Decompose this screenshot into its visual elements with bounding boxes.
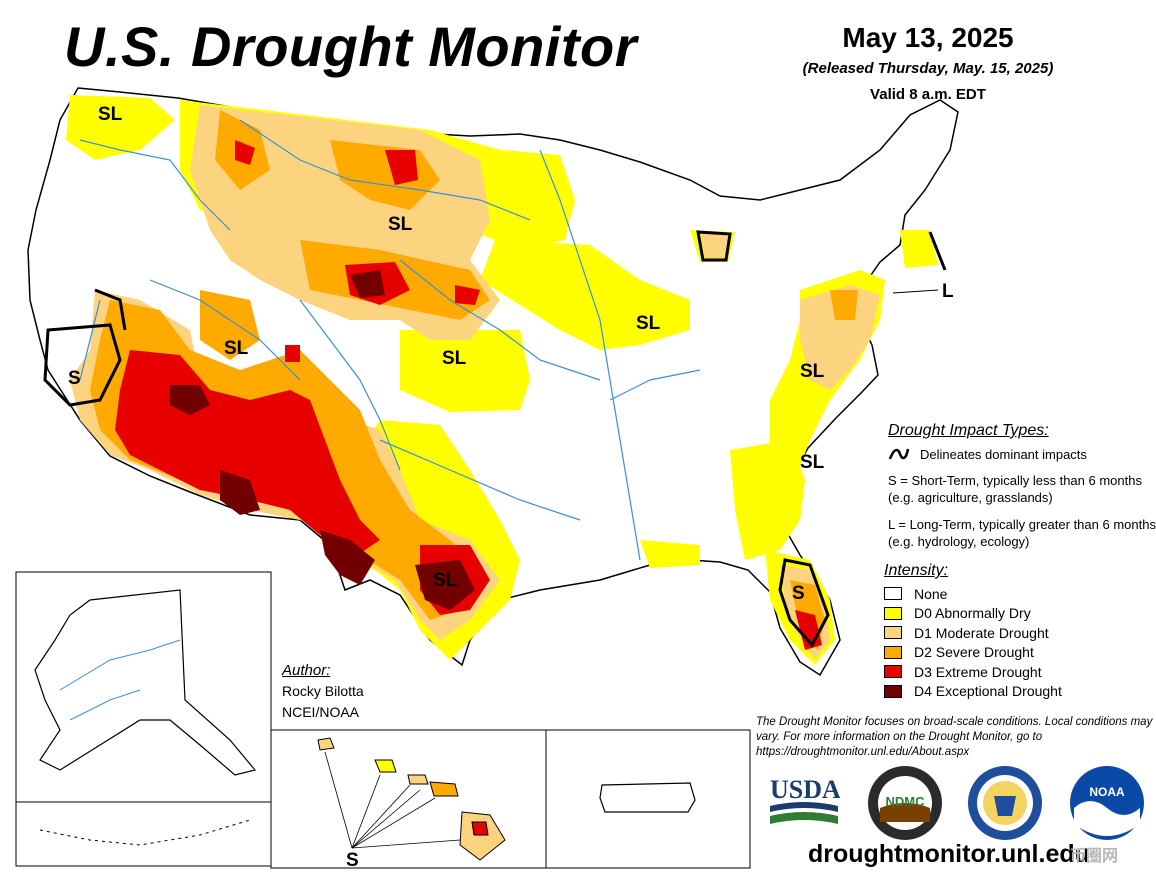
- info-note: The Drought Monitor focuses on broad-sca…: [756, 716, 1153, 758]
- intensity-item: D2 Severe Drought: [884, 643, 1062, 663]
- leader-line: [892, 289, 939, 294]
- puerto-rico-shape: [599, 782, 696, 813]
- intensity-swatch: [884, 665, 902, 679]
- intensity-item: D4 Exceptional Drought: [884, 682, 1062, 702]
- intensity-swatch: [884, 606, 902, 620]
- intensity-swatch: [884, 587, 902, 601]
- intensity-item: D1 Moderate Drought: [884, 623, 1062, 643]
- rivers: [79, 119, 701, 561]
- delineates-row: Delineates dominant impacts: [888, 446, 1156, 462]
- label-sl-pacnw: SL: [98, 104, 123, 125]
- website-link[interactable]: droughtmonitor.unl.edu: [808, 840, 1090, 868]
- watermark: 币圈网: [1070, 848, 1119, 865]
- intensity-label: D1 Moderate Drought: [914, 624, 1049, 641]
- label-sl-virginia: SL: [800, 361, 825, 382]
- impact-types-legend: Drought Impact Types: Delineates dominan…: [888, 422, 1156, 560]
- intensity-label: D3 Extreme Drought: [914, 663, 1042, 680]
- long-term-definition: L = Long-Term, typically greater than 6 …: [888, 517, 1156, 549]
- ndmc-logo: NDMC: [868, 766, 942, 840]
- impact-line-icon: [888, 448, 910, 460]
- author-heading: Author:: [282, 662, 331, 679]
- label-sl-kansas: SL: [442, 348, 467, 369]
- intensity-item: D3 Extreme Drought: [884, 662, 1062, 682]
- map-title: U.S. Drought Monitor: [64, 15, 638, 78]
- author-org: NCEI/NOAA: [282, 704, 360, 720]
- alaska-shape: [34, 589, 257, 776]
- intensity-swatch: [884, 684, 902, 698]
- valid-time: Valid 8 a.m. EDT: [870, 86, 986, 103]
- aleutian-inset-frame: [15, 801, 272, 867]
- intensity-swatch: [884, 626, 902, 640]
- intensity-item: D0 Abnormally Dry: [884, 604, 1062, 624]
- author-name: Rocky Bilotta: [282, 683, 364, 699]
- short-term-definition: S = Short-Term, typically less than 6 mo…: [888, 473, 1142, 505]
- delineates-label: Delineates dominant impacts: [920, 446, 1087, 462]
- svg-text:USDA: USDA: [770, 775, 840, 804]
- intensity-items: None D0 Abnormally Dry D1 Moderate Drought…: [884, 584, 1062, 701]
- intensity-label: None: [914, 585, 948, 602]
- label-sl-texas: SL: [433, 570, 458, 591]
- label-s-california: S: [68, 368, 81, 389]
- label-s-florida: S: [792, 583, 805, 604]
- intensity-label: D0 Abnormally Dry: [914, 605, 1031, 622]
- intensity-heading: Intensity:: [884, 562, 949, 579]
- alaska-rivers: [59, 639, 181, 721]
- svg-text:NOAA: NOAA: [1089, 785, 1125, 799]
- release-date: (Released Thursday, May. 15, 2025): [802, 60, 1054, 77]
- impact-boundaries: [43, 230, 947, 648]
- label-sl-montana: SL: [388, 214, 413, 235]
- intensity-label: D4 Exceptional Drought: [914, 683, 1062, 700]
- hawaii-inset-frame: [270, 729, 547, 869]
- label-sl-carolina: SL: [800, 452, 825, 473]
- author-block: Author: Rocky Bilotta NCEI/NOAA: [282, 660, 364, 723]
- label-sl-utah: SL: [224, 338, 249, 359]
- usda-logo: USDA: [770, 775, 840, 824]
- hawaii-leader-lines: [324, 751, 461, 849]
- commerce-seal-logo: [968, 766, 1042, 840]
- d4-areas: [170, 270, 475, 610]
- intensity-item: None: [884, 584, 1062, 604]
- intensity-legend: Intensity: None D0 Abnormally Dry D1 Moder…: [884, 562, 1062, 701]
- intensity-label: D2 Severe Drought: [914, 644, 1034, 661]
- label-l-newengland: L: [942, 281, 954, 302]
- hawaii-islands: [317, 737, 506, 861]
- map-date: May 13, 2025: [842, 22, 1014, 53]
- label-s-hawaii: S: [346, 850, 359, 871]
- label-sl-illinois: SL: [636, 313, 661, 334]
- svg-text:NDMC: NDMC: [886, 794, 926, 809]
- intensity-swatch: [884, 645, 902, 659]
- impact-types-heading: Drought Impact Types:: [888, 422, 1049, 439]
- noaa-logo: NOAA: [1070, 766, 1144, 840]
